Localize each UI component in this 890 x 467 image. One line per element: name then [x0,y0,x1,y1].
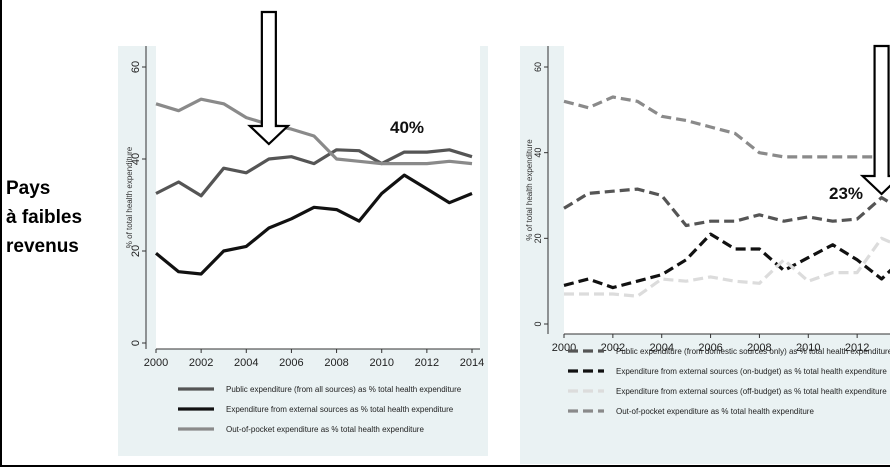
chart-0-x-tick-label: 2000 [144,357,168,369]
chart-0-y-tick-label: 60 [130,61,142,73]
chart-0-x-tick-label: 2008 [324,357,348,369]
chart-1-legend-label-1: Expenditure from external sources (on-bu… [616,367,887,376]
chart-0-x-tick-label: 2012 [415,357,439,369]
chart-0-legend-label-0: Public expenditure (from all sources) as… [226,385,462,394]
chart-1-down-arrow [859,44,890,196]
chart-0-y-tick-label: 20 [130,245,142,257]
row-label-line-2: à faibles [6,207,83,228]
bottom-border [0,465,890,467]
chart-0-series-1-line [154,173,473,276]
chart-1-y-tick-label: 40 [533,148,543,158]
chart-0-plot-area [156,46,480,349]
chart-1-y-tick-label: 20 [533,233,543,243]
chart-right: 020406020002002200420062008201020122014%… [520,44,890,464]
chart-1-x-tick-label: 2002 [601,342,625,354]
chart-0-x-tick-label: 2010 [369,357,393,369]
chart-1-legend-label-2: Expenditure from external sources (off-b… [616,387,887,396]
chart-1-x-tick-label: 2010 [796,342,820,354]
chart-0-legend-label-1: Expenditure from external sources as % t… [226,405,454,414]
chart-1-legend-label-3: Out-of-pocket expenditure as % total hea… [616,407,814,416]
chart-1-x-tick-label: 2012 [845,342,869,354]
chart-1-x-tick-label: 2008 [747,342,771,354]
row-label: Pays à faibles revenus [6,174,116,261]
chart-0-annotation: 40% [390,118,424,137]
chart-0-y-tick-label: 0 [130,340,142,346]
chart-1-x-tick-label: 2006 [698,342,722,354]
chart-1-legend-label-0: Public expenditure (from domestic source… [616,347,890,356]
chart-0-x-tick-label: 2002 [189,357,213,369]
chart-1-series-3-line [563,95,890,159]
chart-0-series-2-line [155,97,473,166]
chart-1-x-tick-label: 2004 [649,342,673,354]
chart-0-y-tick-label: 40 [130,153,142,165]
chart-1-y-axis-label: % of total health expenditure [525,139,534,241]
row-label-line-1: Pays [6,178,51,199]
chart-1-series-0-line [563,187,890,228]
chart-0-down-arrow [247,10,291,146]
chart-0-x-tick-label: 2006 [279,357,303,369]
chart-1-y-tick-label: 60 [533,62,543,72]
left-border [0,0,2,467]
chart-0-series-0-line [155,148,473,198]
chart-left: 0 20 40 60 2000 2002 2004 2006 2008 2010 2012 2014%… [118,10,488,456]
chart-0-x-tick-label: 2014 [460,357,484,369]
chart-1-annotation: 23% [829,184,863,203]
chart-1-y-tick-label: 0 [533,321,543,326]
chart-0-legend-label-2: Out-of-pocket expenditure as % total hea… [226,425,424,434]
chart-0-x-tick-label: 2004 [234,357,258,369]
chart-0-y-axis-label: % of total health expenditure [125,146,134,248]
chart-1-plot-area [564,46,890,334]
row-label-line-3: revenus [6,236,79,257]
